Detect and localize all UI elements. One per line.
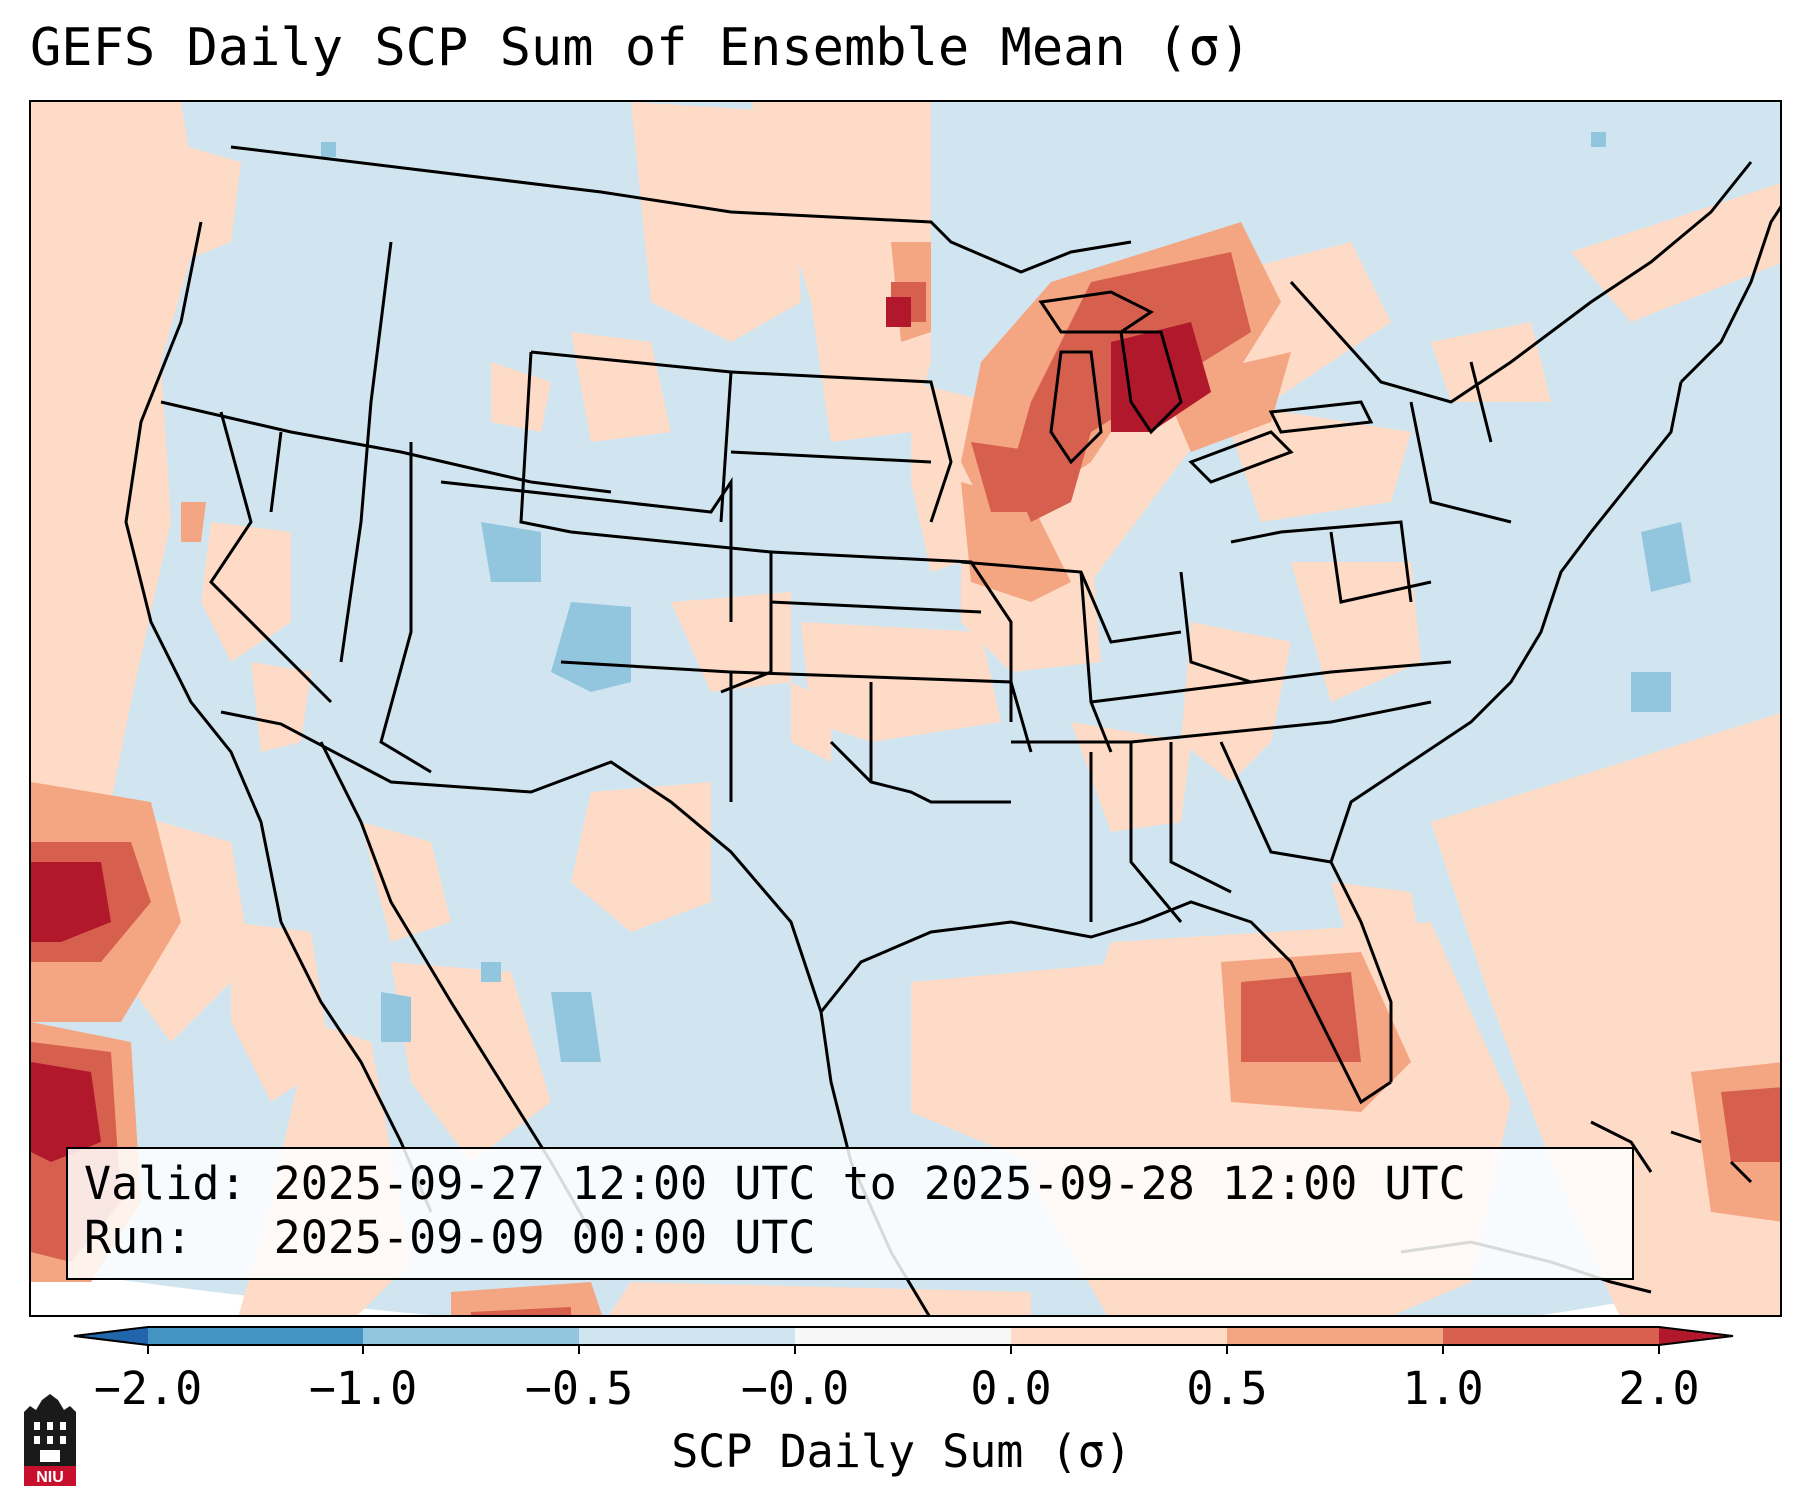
colorbar-bin xyxy=(1443,1327,1659,1345)
map-panel xyxy=(29,100,1782,1317)
colorbar-bin xyxy=(795,1327,1011,1345)
colorbar-ticks xyxy=(147,1345,1660,1354)
colorbar-tick-label: 0.5 xyxy=(1186,1362,1267,1415)
colorbar-tick-label: 2.0 xyxy=(1618,1362,1699,1415)
colorbar-tick-label: −0.0 xyxy=(741,1362,849,1415)
colorbar-bin xyxy=(363,1327,579,1345)
colorbar-tick-label: −2.0 xyxy=(94,1362,202,1415)
colorbar-segments xyxy=(73,1326,1734,1346)
anomaly-deep-red xyxy=(31,297,1211,1162)
colorbar: −2.0 −1.0 −0.5 −0.0 0.0 0.5 1.0 2.0 xyxy=(73,1326,1734,1415)
colorbar-bin xyxy=(1227,1327,1443,1345)
colorbar-tick-label: 1.0 xyxy=(1402,1362,1483,1415)
colorbar-tick-label: −0.5 xyxy=(525,1362,633,1415)
logo-text: NIU xyxy=(36,1469,64,1486)
valid-time-text: Valid: 2025-09-27 12:00 UTC to 2025-09-2… xyxy=(84,1157,1466,1210)
colorbar-bin xyxy=(1011,1327,1227,1345)
chart-title: GEFS Daily SCP Sum of Ensemble Mean (σ) xyxy=(30,18,1251,78)
colorbar-bin xyxy=(579,1327,795,1345)
colorbar-extend-low xyxy=(74,1327,148,1345)
run-time-text: Run: 2025-09-09 00:00 UTC xyxy=(84,1211,816,1264)
colorbar-label: SCP Daily Sum (σ) xyxy=(671,1425,1132,1478)
projection-edge xyxy=(31,1267,432,1315)
valid-run-info-box: Valid: 2025-09-27 12:00 UTC to 2025-09-2… xyxy=(66,1147,1634,1280)
niu-castle-logo-icon: NIU xyxy=(24,1394,76,1486)
colorbar-tick-label: −1.0 xyxy=(309,1362,417,1415)
colorbar-bin xyxy=(148,1327,363,1345)
anomaly-blue xyxy=(321,132,1691,1062)
colorbar-tick-label: 0.0 xyxy=(970,1362,1051,1415)
map-svg xyxy=(31,102,1780,1315)
colorbar-extend-high xyxy=(1659,1327,1733,1345)
map-borders xyxy=(124,145,1780,1315)
